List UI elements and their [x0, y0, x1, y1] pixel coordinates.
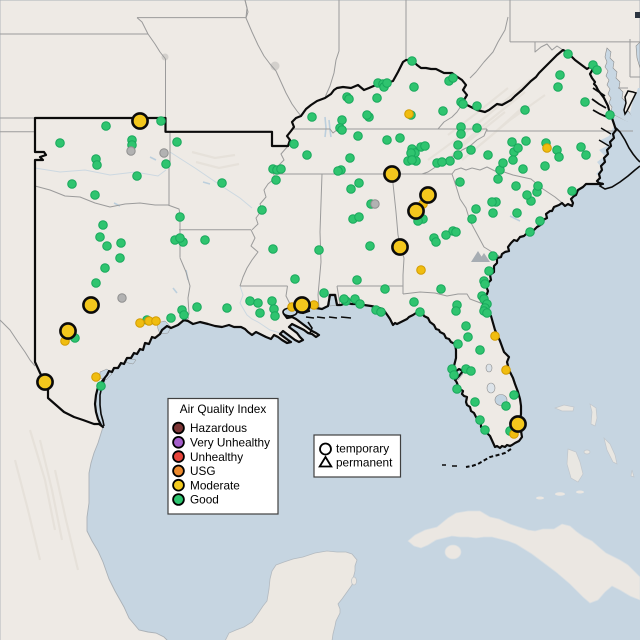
- svg-text:temporary: temporary: [336, 442, 389, 456]
- svg-text:USG: USG: [190, 464, 216, 478]
- svg-text:Air Quality Index: Air Quality Index: [180, 402, 267, 416]
- svg-text:permanent: permanent: [336, 456, 393, 470]
- svg-text:Hazardous: Hazardous: [190, 421, 247, 435]
- svg-text:Very Unhealthy: Very Unhealthy: [190, 436, 270, 450]
- svg-text:Moderate: Moderate: [190, 478, 240, 492]
- svg-text:Unhealthy: Unhealthy: [190, 450, 243, 464]
- svg-text:Good: Good: [190, 493, 219, 507]
